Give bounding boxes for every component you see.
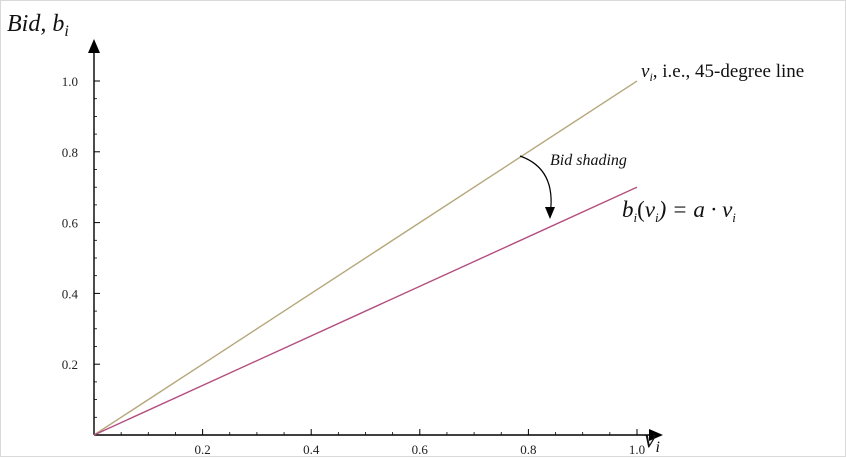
series-group bbox=[93, 80, 638, 436]
y-ticks: 0.2 0.4 0.6 0.8 1.0 bbox=[62, 74, 100, 418]
bid-shading-arrowhead-icon bbox=[545, 207, 555, 219]
y-tick-label: 0.4 bbox=[62, 286, 79, 301]
bid-shading-arrow bbox=[519, 155, 552, 216]
x-axis-arrow-icon bbox=[649, 429, 663, 441]
series-line-45-degree bbox=[93, 80, 638, 436]
line2-annotation: bi(vi) = a · vi bbox=[622, 197, 736, 225]
bid-shading-label: Bid shading bbox=[550, 152, 627, 169]
x-tick-label: 1.0 bbox=[629, 442, 645, 457]
y-tick-label: 0.8 bbox=[62, 145, 78, 160]
y-tick-label: 0.2 bbox=[62, 357, 78, 372]
x-tick-label: 0.8 bbox=[520, 442, 536, 457]
x-tick-label: 0.2 bbox=[194, 442, 210, 457]
y-axis-title: Bid, bi bbox=[7, 11, 69, 40]
series-line-bid-function bbox=[93, 186, 638, 436]
y-axis-arrow-icon bbox=[88, 39, 100, 53]
line1-annotation: vi, i.e., 45-degree line bbox=[641, 61, 804, 84]
y-tick-label: 0.6 bbox=[62, 216, 79, 231]
x-ticks: 0.2 0.4 0.6 0.8 1.0 bbox=[120, 429, 645, 457]
y-tick-label: 1.0 bbox=[62, 74, 78, 89]
x-tick-label: 0.6 bbox=[412, 442, 429, 457]
x-tick-label: 0.4 bbox=[303, 442, 320, 457]
x-axis-title: vi bbox=[644, 424, 660, 456]
